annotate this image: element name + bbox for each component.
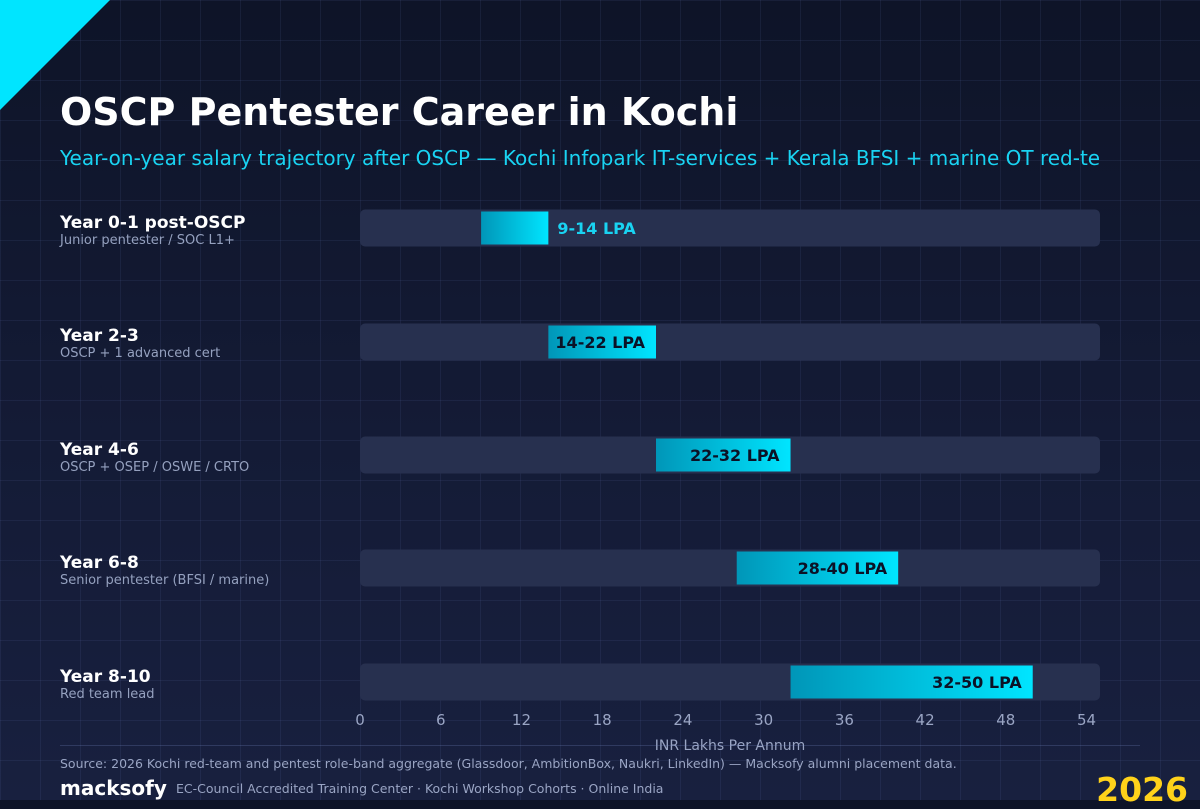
row-label-year-2-3: Year 2-3 OSCP + 1 advanced cert — [60, 326, 350, 362]
page-subtitle: Year-on-year salary trajectory after OSC… — [60, 146, 1101, 170]
x-tick-label: 36 — [835, 711, 854, 729]
brand-logo: macksofy — [60, 776, 167, 800]
salary-range-bar — [548, 325, 656, 359]
row-subtitle: OSCP + OSEP / OSWE / CRTO — [60, 460, 250, 475]
x-tick-label: 54 — [1077, 711, 1096, 729]
bar-value-label: 32-50 LPA — [932, 673, 1022, 692]
row-subtitle: Senior pentester (BFSI / marine) — [60, 573, 270, 588]
footer-divider — [60, 745, 1140, 746]
bar-track — [360, 323, 1100, 361]
salary-range-bar — [481, 211, 549, 245]
page-title: OSCP Pentester Career in Kochi — [60, 90, 739, 134]
row-title: Year 2-3 — [60, 326, 139, 346]
x-tick-label: 48 — [996, 711, 1015, 729]
bar-value-label: 28-40 LPA — [798, 559, 888, 578]
brand-tagline: EC-Council Accredited Training Center · … — [176, 781, 664, 796]
row-subtitle: Red team lead — [60, 687, 155, 702]
row-subtitle: Junior pentester / SOC L1+ — [60, 233, 235, 248]
x-axis-label: INR Lakhs Per Annum — [655, 738, 805, 754]
row-title: Year 4-6 — [60, 440, 139, 460]
x-tick-label: 6 — [436, 711, 446, 729]
salary-range-bar — [656, 438, 791, 472]
row-title: Year 0-1 post-OSCP — [60, 213, 246, 233]
x-tick-label: 24 — [673, 711, 692, 729]
row-subtitle: OSCP + 1 advanced cert — [60, 346, 221, 361]
salary-range-bar — [790, 665, 1033, 699]
bar-track — [360, 209, 1100, 247]
bar-value-label: 14-22 LPA — [555, 333, 645, 352]
bar-value-label: 9-14 LPA — [557, 219, 636, 238]
x-tick-label: 12 — [512, 711, 531, 729]
row-label-year-6-8: Year 6-8 Senior pentester (BFSI / marine… — [60, 553, 350, 589]
x-tick-label: 0 — [355, 711, 365, 729]
salary-range-bar — [736, 551, 899, 585]
row-title: Year 8-10 — [60, 667, 151, 687]
x-tick-label: 30 — [754, 711, 773, 729]
row-label-year-0-1: Year 0-1 post-OSCP Junior pentester / SO… — [60, 213, 350, 249]
row-label-year-8-10: Year 8-10 Red team lead — [60, 667, 350, 703]
x-tick-label: 42 — [916, 711, 935, 729]
source-note: Source: 2026 Kochi red-team and pentest … — [60, 756, 957, 771]
year-badge: 2026 — [1096, 770, 1188, 809]
bar-value-label: 22-32 LPA — [690, 446, 780, 465]
bar-track — [360, 549, 1100, 587]
row-label-year-4-6: Year 4-6 OSCP + OSEP / OSWE / CRTO — [60, 440, 350, 476]
row-title: Year 6-8 — [60, 553, 139, 573]
x-tick-label: 18 — [593, 711, 612, 729]
